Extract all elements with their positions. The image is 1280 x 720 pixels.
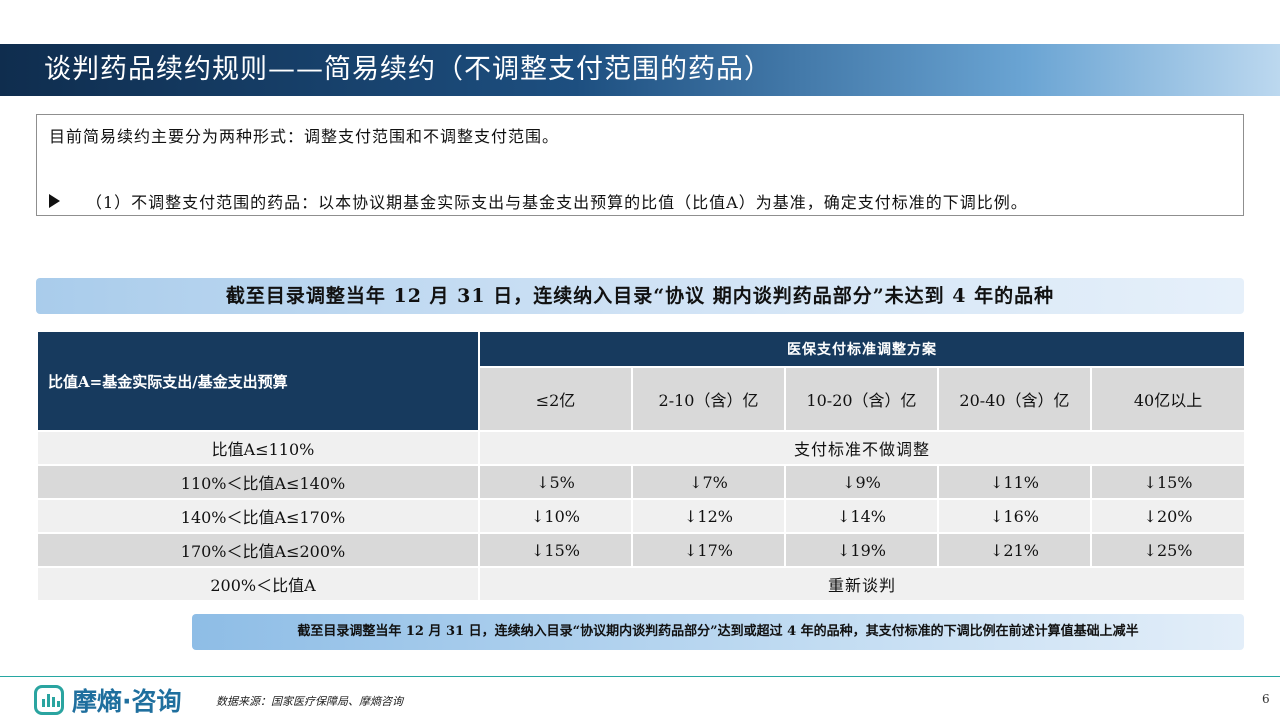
note-bar: 截至目录调整当年 12 月 31 日，连续纳入目录“协议期内谈判药品部分”达到或… [192, 614, 1244, 650]
row-label: 200%＜比值A [36, 566, 480, 602]
reduction-cell: ↓21% [937, 532, 1092, 568]
renegotiate-cell: 重新谈判 [477, 566, 1247, 602]
logo-mark-icon [34, 685, 64, 715]
title-bar: 谈判药品续约规则——简易续约（不调整支付范围的药品） [0, 44, 1280, 96]
band-header: 20-40（含）亿 [937, 366, 1092, 432]
intro-box: 目前简易续约主要分为两种形式：调整支付范围和不调整支付范围。 （1）不调整支付范… [36, 114, 1244, 216]
ratio-header: 比值A=基金实际支出/基金支出预算 [36, 330, 480, 432]
table-row: 200%＜比值A 重新谈判 [36, 566, 1247, 602]
band-header: 10-20（含）亿 [784, 366, 939, 432]
logo: 摩熵·咨询 [34, 682, 182, 718]
plan-header: 医保支付标准调整方案 [477, 330, 1247, 368]
table-row: 140%＜比值A≤170% ↓10% ↓12% ↓14% ↓16% ↓20% [36, 498, 1247, 534]
table-row: 110%＜比值A≤140% ↓5% ↓7% ↓9% ↓11% ↓15% [36, 464, 1247, 500]
data-source: 数据来源：国家医疗保障局、摩熵咨询 [216, 695, 403, 708]
table-row: 比值A≤110% 支付标准不做调整 [36, 430, 1247, 466]
intro-bullet-text: （1）不调整支付范围的药品：以本协议期基金实际支出与基金支出预算的比值（比值A）… [86, 193, 1028, 212]
footer-divider [0, 676, 1280, 677]
reduction-cell: ↓15% [1089, 464, 1247, 500]
no-adjustment-cell: 支付标准不做调整 [477, 430, 1247, 466]
reduction-cell: ↓14% [784, 498, 939, 534]
reduction-cell: ↓25% [1089, 532, 1247, 568]
band-header: 40亿以上 [1089, 366, 1247, 432]
reduction-cell: ↓20% [1089, 498, 1247, 534]
row-label: 比值A≤110% [36, 430, 480, 466]
row-label: 170%＜比值A≤200% [36, 532, 480, 568]
reduction-cell: ↓11% [937, 464, 1092, 500]
intro-text: 目前简易续约主要分为两种形式：调整支付范围和不调整支付范围。 [49, 127, 560, 146]
reduction-cell: ↓17% [631, 532, 786, 568]
band-header: 2-10（含）亿 [631, 366, 786, 432]
row-label: 110%＜比值A≤140% [36, 464, 480, 500]
arrow-bullet-icon [49, 194, 60, 208]
section-banner: 截至目录调整当年 12 月 31 日，连续纳入目录“协议 期内谈判药品部分”未达… [36, 278, 1244, 314]
reduction-cell: ↓15% [478, 532, 633, 568]
reduction-cell: ↓12% [631, 498, 786, 534]
page-title: 谈判药品续约规则——简易续约（不调整支付范围的药品） [44, 54, 772, 85]
reduction-cell: ↓9% [784, 464, 939, 500]
reduction-cell: ↓16% [937, 498, 1092, 534]
row-label: 140%＜比值A≤170% [36, 498, 480, 534]
intro-bullet: （1）不调整支付范围的药品：以本协议期基金实际支出与基金支出预算的比值（比值A）… [49, 189, 1028, 213]
reduction-cell: ↓10% [478, 498, 633, 534]
reduction-cell: ↓7% [631, 464, 786, 500]
band-header: ≤2亿 [478, 366, 633, 432]
table-row: 170%＜比值A≤200% ↓15% ↓17% ↓19% ↓21% ↓25% [36, 532, 1247, 568]
reduction-cell: ↓5% [478, 464, 633, 500]
reduction-cell: ↓19% [784, 532, 939, 568]
logo-text: 摩熵·咨询 [72, 687, 182, 716]
page-number: 6 [1262, 692, 1270, 706]
adjustment-table: 比值A=基金实际支出/基金支出预算 医保支付标准调整方案 ≤2亿 2-10（含）… [36, 330, 1247, 602]
